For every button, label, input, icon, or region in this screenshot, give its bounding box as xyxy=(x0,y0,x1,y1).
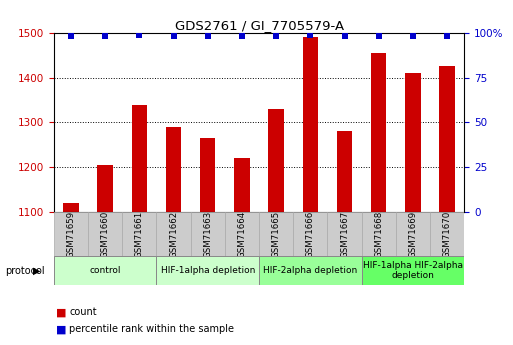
Bar xyxy=(440,66,455,212)
Text: HIF-1alpha depletion: HIF-1alpha depletion xyxy=(161,266,255,275)
FancyBboxPatch shape xyxy=(327,212,362,257)
FancyBboxPatch shape xyxy=(259,256,362,285)
FancyBboxPatch shape xyxy=(122,212,156,257)
Bar xyxy=(234,158,250,212)
Text: GSM71661: GSM71661 xyxy=(135,211,144,258)
FancyBboxPatch shape xyxy=(362,256,464,285)
Text: GSM71669: GSM71669 xyxy=(408,211,418,258)
Text: GSM71667: GSM71667 xyxy=(340,211,349,258)
Text: percentile rank within the sample: percentile rank within the sample xyxy=(69,325,234,334)
Text: GSM71665: GSM71665 xyxy=(272,211,281,258)
Point xyxy=(238,33,246,39)
Text: protocol: protocol xyxy=(5,266,45,276)
Point xyxy=(374,33,383,39)
Bar xyxy=(371,53,386,212)
Bar xyxy=(337,131,352,212)
Text: GSM71663: GSM71663 xyxy=(203,211,212,258)
Bar xyxy=(63,203,78,212)
Text: GSM71668: GSM71668 xyxy=(374,211,383,258)
FancyBboxPatch shape xyxy=(430,212,464,257)
Text: HIF-1alpha HIF-2alpha
depletion: HIF-1alpha HIF-2alpha depletion xyxy=(363,261,463,280)
Point xyxy=(341,33,349,39)
FancyBboxPatch shape xyxy=(88,212,122,257)
Point xyxy=(443,33,451,39)
Text: GSM71664: GSM71664 xyxy=(238,211,246,258)
Point xyxy=(101,33,109,39)
FancyBboxPatch shape xyxy=(293,212,327,257)
Point xyxy=(204,33,212,39)
Text: GSM71662: GSM71662 xyxy=(169,211,178,258)
FancyBboxPatch shape xyxy=(54,212,88,257)
Bar xyxy=(405,73,421,212)
Text: GSM71670: GSM71670 xyxy=(443,211,451,258)
FancyBboxPatch shape xyxy=(362,212,396,257)
Bar xyxy=(97,165,113,212)
Text: GSM71660: GSM71660 xyxy=(101,211,110,258)
Text: ■: ■ xyxy=(56,325,67,334)
FancyBboxPatch shape xyxy=(225,212,259,257)
Point xyxy=(169,33,177,39)
Point xyxy=(272,33,280,39)
Text: count: count xyxy=(69,307,97,317)
Text: GSM71659: GSM71659 xyxy=(67,211,75,258)
Bar xyxy=(200,138,215,212)
Text: control: control xyxy=(89,266,121,275)
Bar xyxy=(303,37,318,212)
Text: ▶: ▶ xyxy=(33,266,41,276)
Text: HIF-2alpha depletion: HIF-2alpha depletion xyxy=(263,266,358,275)
FancyBboxPatch shape xyxy=(54,256,156,285)
Bar xyxy=(268,109,284,212)
Point xyxy=(67,33,75,39)
FancyBboxPatch shape xyxy=(156,256,259,285)
Title: GDS2761 / GI_7705579-A: GDS2761 / GI_7705579-A xyxy=(174,19,344,32)
FancyBboxPatch shape xyxy=(396,212,430,257)
FancyBboxPatch shape xyxy=(259,212,293,257)
Bar xyxy=(166,127,181,212)
Point xyxy=(306,32,314,37)
Text: GSM71666: GSM71666 xyxy=(306,211,315,258)
FancyBboxPatch shape xyxy=(191,212,225,257)
Bar xyxy=(132,105,147,212)
Point xyxy=(409,33,417,39)
FancyBboxPatch shape xyxy=(156,212,191,257)
Point xyxy=(135,32,144,37)
Text: ■: ■ xyxy=(56,307,67,317)
